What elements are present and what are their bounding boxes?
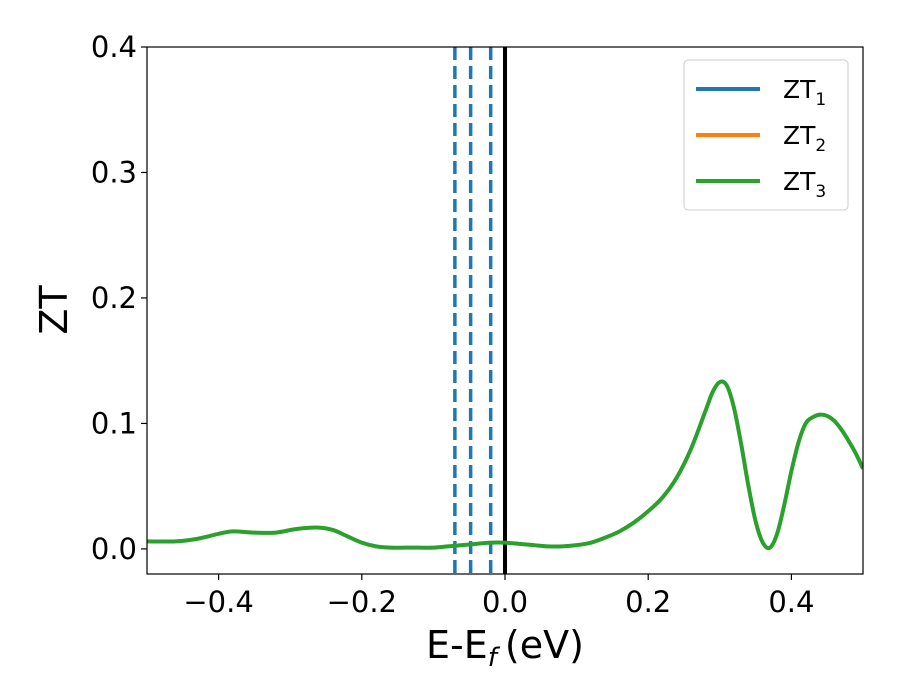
x-tick-label: 0.2: [625, 585, 671, 619]
y-tick-label: 0.0: [91, 532, 137, 566]
legend-label-zt1: ZT1: [783, 75, 826, 110]
axis-ticks: −0.4 −0.2 0.0 0.2 0.4 0.0 0.1 0.2 0.3 0.4: [91, 30, 815, 619]
legend: ZT1 ZT2 ZT3: [683, 59, 849, 211]
y-axis-title: ZT: [32, 285, 76, 335]
y-tick-label: 0.4: [91, 30, 137, 64]
x-axis-title: E-Ef (eV): [426, 623, 584, 673]
zt-series-line: [147, 379, 863, 551]
x-tick-label: 0.0: [482, 585, 528, 619]
legend-label-zt2: ZT2: [783, 121, 826, 156]
plot-frame: [146, 46, 864, 575]
x-axis-title-base: E-E: [426, 623, 488, 667]
y-tick-label: 0.1: [91, 406, 137, 440]
legend-label-zt3: ZT3: [783, 167, 826, 202]
x-tick-label: −0.4: [183, 585, 253, 619]
y-tick-label: 0.2: [91, 281, 137, 315]
plot-marks: [147, 47, 863, 574]
x-tick-label: 0.4: [768, 585, 814, 619]
x-axis-title-subscript: f: [488, 643, 501, 673]
legend-box: [683, 59, 849, 211]
y-tick-label: 0.3: [91, 155, 137, 189]
x-axis-title-unit: (eV): [505, 623, 584, 667]
x-tick-label: −0.2: [327, 585, 397, 619]
